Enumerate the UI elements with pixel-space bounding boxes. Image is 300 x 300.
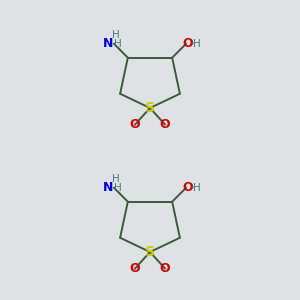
- Text: H: H: [112, 175, 119, 184]
- Text: H: H: [114, 183, 122, 193]
- Text: H: H: [194, 183, 201, 193]
- Text: S: S: [145, 101, 155, 115]
- Text: H: H: [114, 39, 122, 49]
- Text: S: S: [145, 245, 155, 259]
- Text: O: O: [182, 38, 193, 50]
- Text: -: -: [191, 182, 195, 194]
- Text: O: O: [130, 262, 140, 275]
- Text: N: N: [103, 38, 113, 50]
- Text: H: H: [112, 31, 119, 40]
- Text: O: O: [182, 182, 193, 194]
- Text: H: H: [194, 39, 201, 49]
- Text: N: N: [103, 182, 113, 194]
- Text: O: O: [160, 118, 170, 131]
- Text: O: O: [130, 118, 140, 131]
- Text: -: -: [191, 38, 195, 50]
- Text: O: O: [160, 262, 170, 275]
